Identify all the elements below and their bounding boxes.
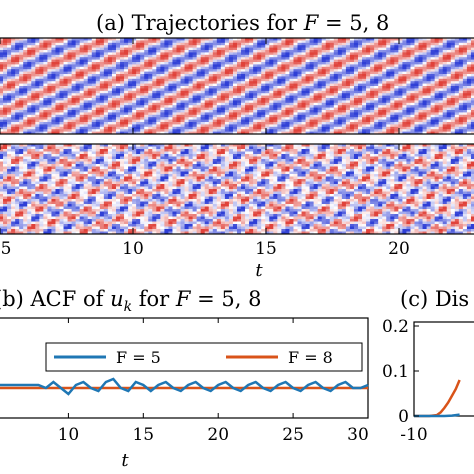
panel-c-axes: 0 0.1 0.2 -10 <box>382 317 474 445</box>
panel-a-bottom-heatmap <box>0 143 474 235</box>
panel-b-tick-label: 30 <box>347 425 369 445</box>
panel-b-tick-label: 15 <box>132 425 154 445</box>
legend-label-f8: F = 8 <box>288 348 333 367</box>
panel-a-xlabel: t <box>255 260 263 281</box>
acf-line-f5 <box>0 377 369 396</box>
panel-b-tick-label: 25 <box>282 425 304 445</box>
panel-c-xtick-label: -10 <box>400 425 427 445</box>
panel-c-ytick-label: 0.1 <box>382 362 409 382</box>
panel-b-tick-label: 20 <box>207 425 229 445</box>
panel-a-title: (a) Trajectories for F = 5, 8 <box>96 11 389 35</box>
panel-a-x-ticks: 5 10 15 20 <box>0 38 410 259</box>
panel-c-title: (c) Dis <box>400 287 469 311</box>
panel-a-tick-label: 20 <box>388 239 410 259</box>
panel-c-ytick-label: 0 <box>398 407 409 427</box>
panel-c-ytick-label: 0.2 <box>382 317 409 337</box>
panel-a-tick-label: 15 <box>255 239 277 259</box>
panel-b-legend: F = 5 F = 8 <box>45 342 363 372</box>
panel-b-tick-label: 10 <box>58 425 80 445</box>
panel-a-tick-label: 10 <box>122 239 144 259</box>
panel-b-axes: 10 15 20 25 30 <box>0 317 369 445</box>
panel-c-line-1 <box>414 413 460 418</box>
panel-a-top-heatmap <box>0 37 474 135</box>
legend-label-f5: F = 5 <box>116 348 161 367</box>
panel-a-tick-label: 5 <box>1 239 12 259</box>
panel-b-xlabel: t <box>121 450 129 471</box>
panel-b-title: (b) ACF of uk for F = 5, 8 <box>0 287 262 315</box>
